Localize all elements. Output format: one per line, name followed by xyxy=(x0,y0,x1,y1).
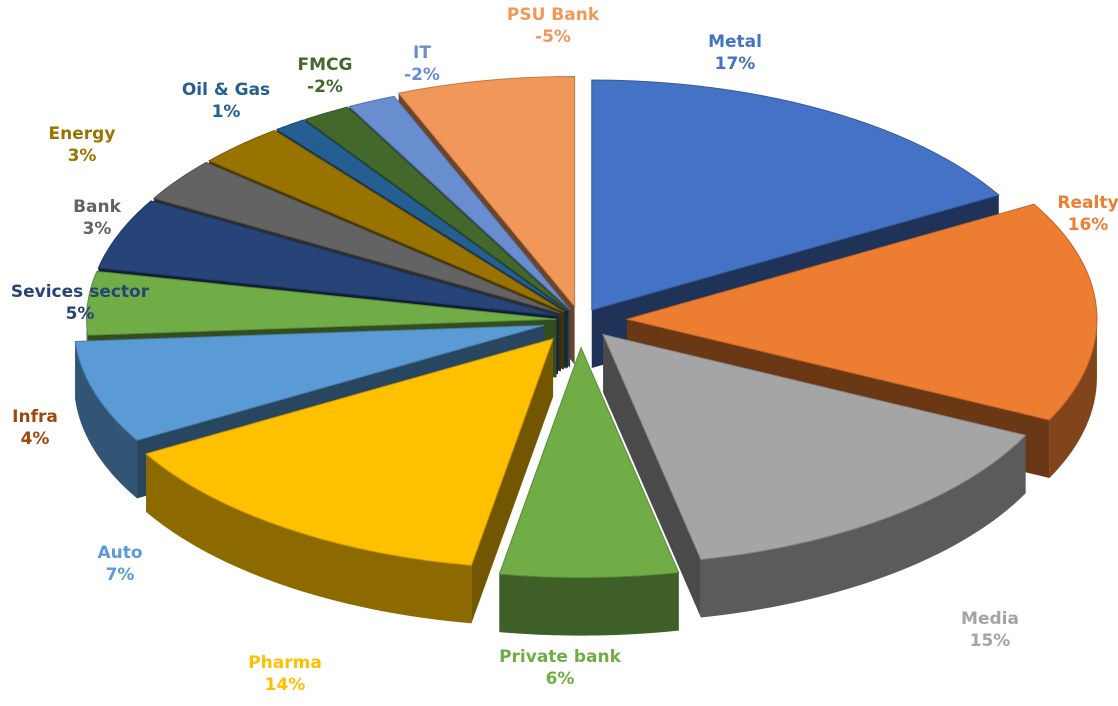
slice-top xyxy=(207,129,565,313)
slice-top xyxy=(397,75,576,308)
slice-side xyxy=(146,453,472,624)
slice-label-fmcg: FMCG -2% xyxy=(298,55,353,97)
slice-top xyxy=(303,106,569,311)
slice-label-energy: Energy 3% xyxy=(49,124,116,166)
slice-top xyxy=(152,161,562,314)
slice-top xyxy=(591,79,1000,311)
slice-label-it: IT -2% xyxy=(404,43,440,85)
slice-side xyxy=(1049,316,1097,479)
slice-top xyxy=(348,95,571,310)
slice-top xyxy=(144,338,554,566)
pie-labels: Metal 17% Realty 16% Media 15% Private bank 6% P… xyxy=(11,5,1118,695)
slice-wall xyxy=(603,334,701,618)
slice-top xyxy=(97,200,559,317)
slice-label-metal: Metal 17% xyxy=(708,32,762,74)
slice-label-psu-bank: PSU Bank -5% xyxy=(507,5,600,47)
slice-top xyxy=(275,119,567,312)
slice-label-private-bank: Private bank 6% xyxy=(499,647,622,689)
slice-label-oil-gas: Oil & Gas 1% xyxy=(182,80,270,122)
slice-top xyxy=(624,203,1098,421)
slice-top xyxy=(602,333,1027,561)
slice-label-sevices-sector: Sevices sector 5% xyxy=(11,282,150,324)
slice-label-auto: Auto 7% xyxy=(97,543,142,585)
pie-slice-pharma xyxy=(144,338,554,624)
slice-top xyxy=(86,270,557,336)
pie-slice-private-bank xyxy=(498,346,680,636)
pie-slices xyxy=(74,75,1098,636)
slice-top xyxy=(498,346,680,579)
slice-label-infra: Infra 4% xyxy=(12,407,58,449)
slice-label-pharma: Pharma 14% xyxy=(248,653,322,695)
slice-side xyxy=(75,341,138,499)
slice-side xyxy=(499,572,679,636)
slice-wall xyxy=(471,338,554,624)
slice-label-bank: Bank 3% xyxy=(73,197,122,239)
slice-label-realty: Realty 16% xyxy=(1057,193,1118,235)
slice-top xyxy=(74,324,545,441)
pie-slice-media xyxy=(602,333,1027,618)
slice-label-media: Media 15% xyxy=(961,609,1019,651)
